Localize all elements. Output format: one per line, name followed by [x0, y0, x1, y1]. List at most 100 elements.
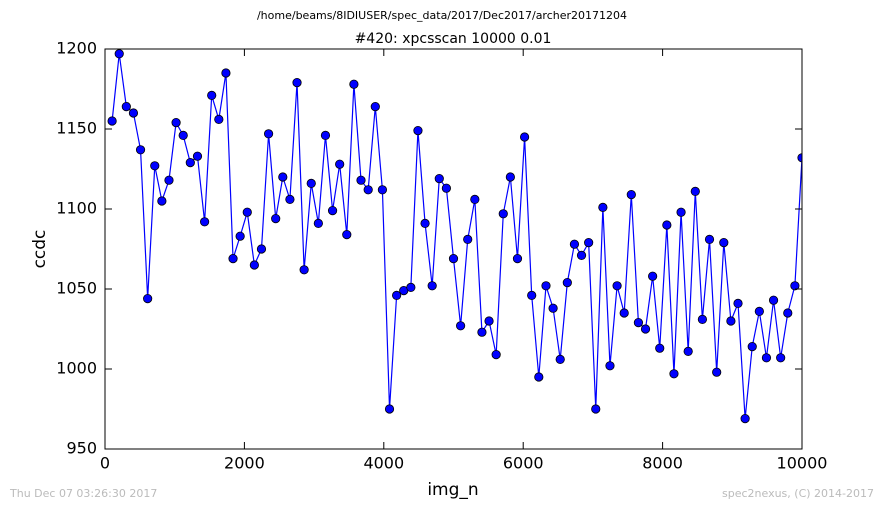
data-point [249, 260, 259, 270]
data-point [697, 314, 707, 324]
data-point [327, 206, 338, 216]
data-point [192, 151, 203, 161]
data-point [704, 234, 715, 244]
data-point [313, 218, 323, 228]
data-point [676, 207, 686, 217]
data-point [683, 346, 693, 356]
data-point [491, 349, 501, 360]
series [107, 49, 802, 424]
x-axis-label: img_n [427, 480, 478, 500]
data-point [733, 298, 743, 308]
x-tick-label: 2000 [224, 454, 265, 473]
data-point [207, 90, 217, 101]
data-point [221, 68, 231, 78]
path-title: /home/beams/8IDIUSER/spec_data/2017/Dec2… [257, 9, 627, 22]
x-tick-label: 10000 [777, 454, 828, 473]
data-point [576, 250, 587, 260]
data-point [242, 207, 252, 217]
data-point [527, 290, 537, 300]
data-point [164, 175, 174, 185]
data-point [392, 290, 402, 300]
axes-frame [104, 48, 803, 450]
data-point [356, 175, 366, 185]
x-tick-label: 4000 [363, 454, 404, 473]
data-point [150, 161, 160, 171]
data-point [512, 254, 523, 264]
data-point [456, 321, 466, 331]
data-point [776, 353, 786, 363]
chart-title: #420: xpcsscan 10000 0.01 [355, 31, 552, 47]
data-point [463, 234, 473, 244]
data-line [111, 53, 802, 419]
x-tick-label: 8000 [642, 454, 683, 473]
data-point [562, 277, 572, 288]
data-point [470, 194, 480, 204]
data-point [783, 308, 793, 318]
data-point [768, 295, 779, 305]
data-point [541, 281, 551, 291]
data-point [754, 306, 764, 316]
data-point [498, 209, 508, 219]
data-point [505, 172, 515, 182]
y-tick-label: 1050 [56, 279, 97, 298]
data-point [761, 353, 772, 363]
data-point [726, 316, 736, 326]
data-point [591, 404, 601, 414]
data-point [143, 293, 153, 304]
data-point [626, 190, 636, 200]
data-point [299, 265, 309, 275]
data-point [420, 218, 430, 228]
data-point [555, 354, 565, 364]
data-point [690, 186, 700, 196]
data-point [342, 230, 352, 240]
footer-credit: spec2nexus, (C) 2014-2017 [722, 487, 874, 500]
data-point [534, 372, 544, 382]
data-point [271, 214, 281, 224]
data-point [484, 316, 494, 326]
data-point [633, 317, 644, 328]
data-point [107, 116, 117, 126]
data-point [747, 341, 757, 352]
data-point [406, 282, 416, 292]
data-point [121, 102, 131, 112]
data-point [377, 185, 388, 195]
y-axis-label: ccdc [30, 230, 50, 269]
data-point [349, 79, 359, 89]
data-point [605, 361, 615, 371]
data-point [790, 281, 800, 291]
data-point [619, 308, 629, 318]
footer-date: Thu Dec 07 03:26:30 2017 [9, 487, 157, 500]
data-point [256, 244, 267, 254]
data-point [569, 239, 580, 249]
x-tick-label: 6000 [503, 454, 544, 473]
data-point [235, 231, 245, 241]
data-point [719, 238, 729, 248]
data-point [335, 159, 345, 169]
data-point [584, 238, 594, 248]
data-point [669, 369, 679, 379]
y-tick-label: 950 [66, 439, 97, 458]
data-point [662, 220, 672, 230]
data-point [519, 132, 530, 142]
data-point [655, 343, 665, 353]
data-point [306, 178, 316, 188]
data-point [548, 303, 558, 313]
data-point [363, 185, 373, 195]
data-point [712, 367, 722, 377]
data-point [740, 413, 750, 424]
plot-area [107, 49, 802, 424]
data-point [157, 196, 167, 206]
x-tick-label: 0 [100, 454, 110, 473]
data-point [434, 174, 444, 184]
data-point [263, 129, 274, 139]
y-tick-label: 1000 [56, 359, 97, 378]
data-point [441, 183, 451, 193]
data-point [171, 118, 181, 128]
data-point [135, 145, 146, 155]
data-point [640, 324, 651, 334]
data-point [384, 404, 395, 414]
data-point [427, 281, 437, 291]
data-point [320, 130, 331, 140]
data-point [370, 102, 380, 112]
